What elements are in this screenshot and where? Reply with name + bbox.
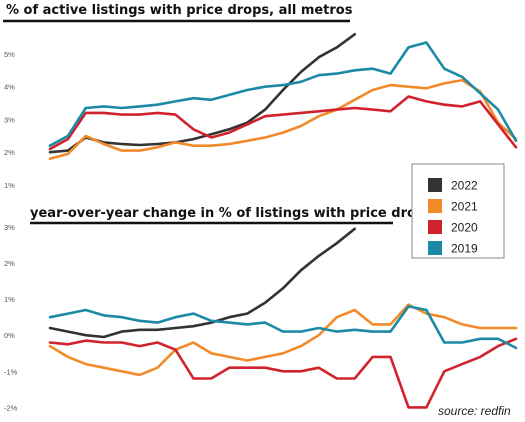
y-tick-label: 3% [4,115,15,124]
source-note: source: redfin [438,404,511,418]
legend: 2022 2021 2020 2019 [411,163,505,259]
y-tick-label: 2% [4,148,15,157]
y-tick-label: 0% [4,331,15,340]
top-chart-title: % of active listings with price drops, a… [6,3,353,18]
y-tick-label: 2% [4,259,15,268]
series-line-2021 [48,303,518,377]
bottom-chart: year-over-year change in % of listings w… [4,206,518,412]
y-tick-label: -2% [4,403,18,412]
bottom-chart-title: year-over-year change in % of listings w… [30,206,433,221]
series-line-2020 [48,95,518,151]
series-line-2022 [48,227,357,339]
top-chart: % of active listings with price drops, a… [3,3,518,190]
legend-swatch-2021 [428,199,442,213]
series-line-2021 [48,78,518,161]
y-tick-label: 3% [4,223,15,232]
y-tick-label: 5% [4,50,15,59]
series-line-2019 [48,305,518,350]
legend-label-2022: 2022 [451,179,478,193]
series-line-2019 [48,41,518,147]
legend-swatch-2020 [428,220,442,234]
y-tick-label: -1% [4,367,18,376]
y-tick-label: 1% [4,295,15,304]
legend-box [411,163,505,259]
legend-label-2021: 2021 [451,200,478,214]
legend-swatch-2019 [428,241,442,255]
legend-swatch-2022 [428,178,442,192]
series-line-2020 [48,337,518,409]
legend-label-2019: 2019 [451,242,478,256]
y-tick-label: 1% [4,181,15,190]
y-tick-label: 4% [4,83,15,92]
legend-label-2020: 2020 [451,221,478,235]
